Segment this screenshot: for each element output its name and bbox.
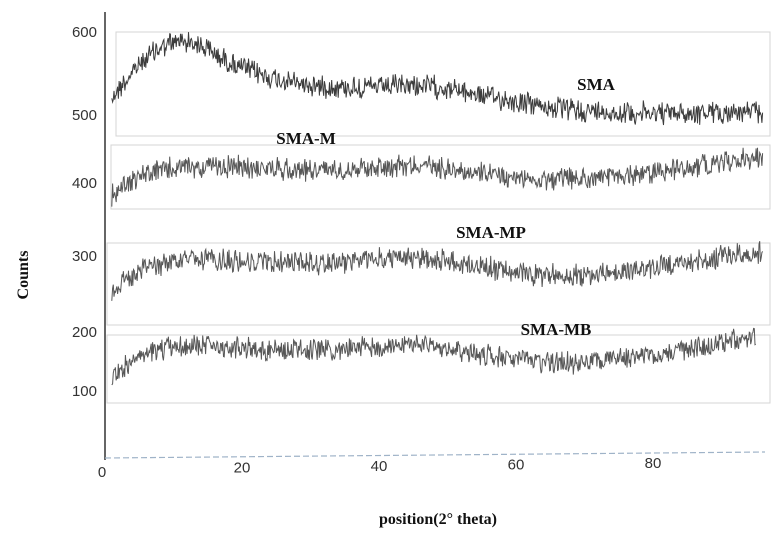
y-tick-label-200: 200 bbox=[72, 324, 97, 341]
series-group bbox=[111, 32, 764, 386]
panel-frame-sma-m bbox=[110, 144, 771, 210]
x-tick-label-80: 80 bbox=[645, 455, 662, 472]
y-tick-label-500: 500 bbox=[72, 107, 97, 124]
x-tick-label-60: 60 bbox=[508, 457, 525, 474]
series-line-sma-mb bbox=[111, 327, 757, 386]
x-tick-label-20: 20 bbox=[234, 460, 251, 477]
series-labels: SMA SMA-M SMA-MP SMA-MB bbox=[276, 75, 615, 339]
x-tick-label-40: 40 bbox=[371, 458, 388, 475]
panel-frame-sma-mp bbox=[106, 242, 771, 326]
x-axis-title: position(2° theta) bbox=[379, 511, 497, 528]
y-tick-label-100: 100 bbox=[72, 383, 97, 400]
y-axis-title: Counts bbox=[15, 251, 32, 300]
series-line-sma bbox=[111, 32, 764, 126]
y-tick-label-300: 300 bbox=[72, 248, 97, 265]
series-label-sma-mp: SMA-MP bbox=[456, 223, 526, 242]
series-line-sma-mp bbox=[111, 241, 764, 301]
x-tick-labels: 0 20 40 60 80 bbox=[98, 455, 662, 481]
y-tick-label-600: 600 bbox=[72, 24, 97, 41]
y-tick-label-400: 400 bbox=[72, 175, 97, 192]
x-axis-line bbox=[104, 451, 766, 459]
series-label-sma: SMA bbox=[577, 75, 616, 94]
panel-frames bbox=[106, 31, 771, 404]
y-tick-labels: 100 200 300 400 500 600 bbox=[72, 24, 97, 400]
x-tick-label-0: 0 bbox=[98, 464, 106, 481]
panel-frame-sma-mb bbox=[106, 334, 771, 404]
series-line-sma-m bbox=[111, 147, 764, 207]
series-label-sma-mb: SMA-MB bbox=[521, 320, 592, 339]
panel-frame-sma bbox=[115, 31, 771, 137]
series-label-sma-m: SMA-M bbox=[276, 129, 335, 148]
